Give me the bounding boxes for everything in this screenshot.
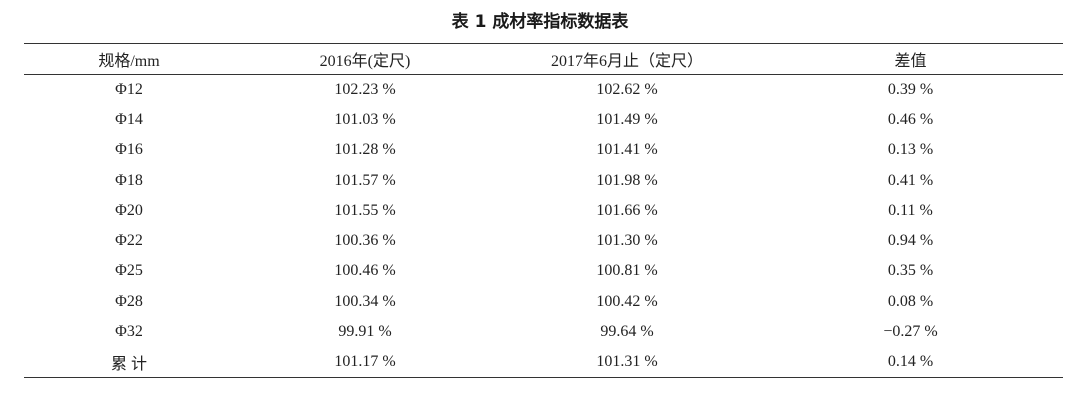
cell-2016: 100.36 % bbox=[334, 232, 396, 250]
cell-spec: Φ28 bbox=[115, 292, 143, 310]
cell-2016: 101.28 % bbox=[334, 141, 396, 159]
cell-2017: 102.62 % bbox=[596, 80, 658, 98]
cell-2016: 101.57 % bbox=[334, 171, 396, 189]
cell-difference: 0.11 % bbox=[888, 201, 933, 219]
cell-2017: 101.41 % bbox=[596, 141, 658, 159]
cell-spec: Φ22 bbox=[115, 232, 143, 250]
cell-spec: Φ14 bbox=[115, 110, 143, 128]
cell-2016: 101.55 % bbox=[334, 201, 396, 219]
table-row: Φ22 100.36 % 101.30 % 0.94 % bbox=[24, 226, 1063, 256]
cell-2017: 101.49 % bbox=[596, 110, 658, 128]
cell-difference: 0.41 % bbox=[887, 171, 934, 189]
cell-2017: 101.66 % bbox=[596, 201, 658, 219]
cell-difference: 0.13 % bbox=[887, 141, 934, 159]
table-row: Φ16 101.28 % 101.41 % 0.13 % bbox=[24, 135, 1063, 165]
cell-2017: 101.30 % bbox=[596, 232, 658, 250]
table-row: Φ32 99.91 % 99.64 % −0.27 % bbox=[24, 317, 1063, 347]
table-row: Φ18 101.57 % 101.98 % 0.41 % bbox=[24, 165, 1063, 195]
cell-difference: 0.08 % bbox=[887, 292, 934, 310]
table-title: 表 1 成材率指标数据表 bbox=[451, 12, 629, 32]
cell-spec: Φ20 bbox=[115, 201, 143, 219]
cell-2017: 101.98 % bbox=[596, 171, 658, 189]
data-table: 规格/mm 2016年(定尺) 2017年6月止（定尺） 差值 Φ12 102.… bbox=[24, 43, 1063, 378]
cell-2016: 100.46 % bbox=[334, 262, 396, 280]
cell-2017: 100.42 % bbox=[596, 292, 658, 310]
cell-difference: 0.39 % bbox=[887, 80, 934, 98]
cell-spec: 累 计 bbox=[24, 347, 234, 378]
table-row: Φ20 101.55 % 101.66 % 0.11 % bbox=[24, 196, 1063, 226]
cell-spec: Φ12 bbox=[115, 80, 143, 98]
table-row: Φ25 100.46 % 100.81 % 0.35 % bbox=[24, 256, 1063, 286]
cell-2016: 101.03 % bbox=[334, 110, 396, 128]
cell-spec: Φ25 bbox=[115, 262, 143, 280]
cell-2016: 102.23 % bbox=[334, 80, 396, 98]
cell-2017: 101.31 % bbox=[496, 347, 758, 378]
cell-difference: 0.94 % bbox=[887, 232, 934, 250]
table-row-total: 累 计 101.17 % 101.31 % 0.14 % bbox=[24, 347, 1063, 378]
column-header-spec: 规格/mm bbox=[24, 43, 234, 75]
cell-spec: Φ32 bbox=[115, 323, 143, 341]
table-row: Φ12 102.23 % 102.62 % 0.39 % bbox=[24, 75, 1063, 105]
column-header-2017: 2017年6月止（定尺） bbox=[496, 43, 758, 75]
cell-difference: −0.27 % bbox=[883, 323, 938, 341]
column-header-2016: 2016年(定尺) bbox=[234, 43, 496, 75]
cell-2017: 99.64 % bbox=[600, 323, 654, 341]
cell-2016: 100.34 % bbox=[334, 292, 396, 310]
column-header-difference: 差值 bbox=[758, 43, 1063, 75]
cell-2017: 100.81 % bbox=[596, 262, 658, 280]
cell-difference: 0.35 % bbox=[887, 262, 934, 280]
header-row: 规格/mm 2016年(定尺) 2017年6月止（定尺） 差值 bbox=[24, 43, 1063, 75]
table-row: Φ28 100.34 % 100.42 % 0.08 % bbox=[24, 287, 1063, 317]
cell-spec: Φ16 bbox=[115, 141, 143, 159]
cell-spec: Φ18 bbox=[115, 171, 143, 189]
cell-difference: 0.14 % bbox=[758, 347, 1063, 378]
cell-difference: 0.46 % bbox=[887, 110, 934, 128]
cell-2016: 101.17 % bbox=[234, 347, 496, 378]
cell-2016: 99.91 % bbox=[338, 323, 392, 341]
table-row: Φ14 101.03 % 101.49 % 0.46 % bbox=[24, 105, 1063, 135]
